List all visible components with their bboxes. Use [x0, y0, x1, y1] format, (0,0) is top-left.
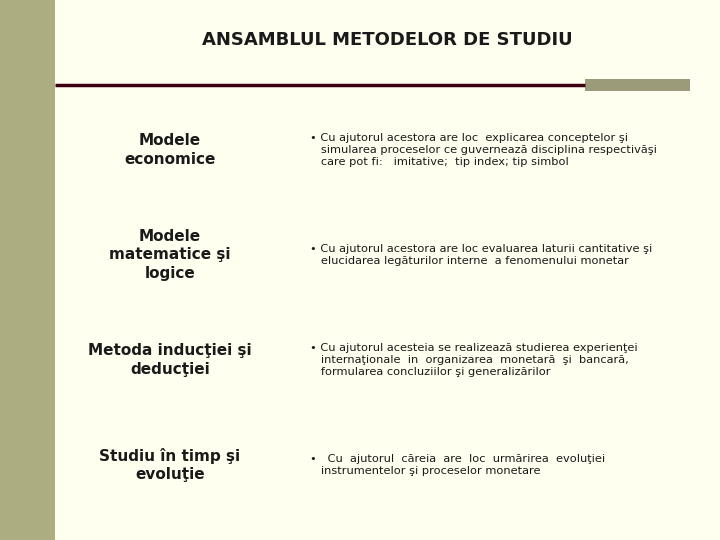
Text: Modele
economice: Modele economice: [125, 133, 216, 167]
Text: Modele
matematice şi
logice: Modele matematice şi logice: [109, 229, 230, 281]
Text: ANSAMBLUL METODELOR DE STUDIU: ANSAMBLUL METODELOR DE STUDIU: [202, 31, 572, 49]
Bar: [585, 79, 690, 91]
Text: Studiu în timp şi
evoluţie: Studiu în timp şi evoluţie: [99, 448, 240, 482]
Text: • Cu ajutorul acestora are loc evaluarea laturii cantitative şi
   elucidarea le: • Cu ajutorul acestora are loc evaluarea…: [310, 244, 652, 266]
Bar: [0, 0, 55, 540]
Text: Metoda inducţiei şi
deducţiei: Metoda inducţiei şi deducţiei: [88, 343, 252, 377]
Text: • Cu ajutorul acestora are loc  explicarea conceptelor şi
   simularea proceselo: • Cu ajutorul acestora are loc explicare…: [310, 133, 657, 167]
Text: •   Cu  ajutorul  căreia  are  loc  urmărirea  evoluţiei
   instrumentelor şi pr: • Cu ajutorul căreia are loc urmărirea e…: [310, 454, 605, 476]
Text: • Cu ajutorul acesteia se realizează studierea experienţei
   internaţionale  in: • Cu ajutorul acesteia se realizează stu…: [310, 342, 638, 377]
